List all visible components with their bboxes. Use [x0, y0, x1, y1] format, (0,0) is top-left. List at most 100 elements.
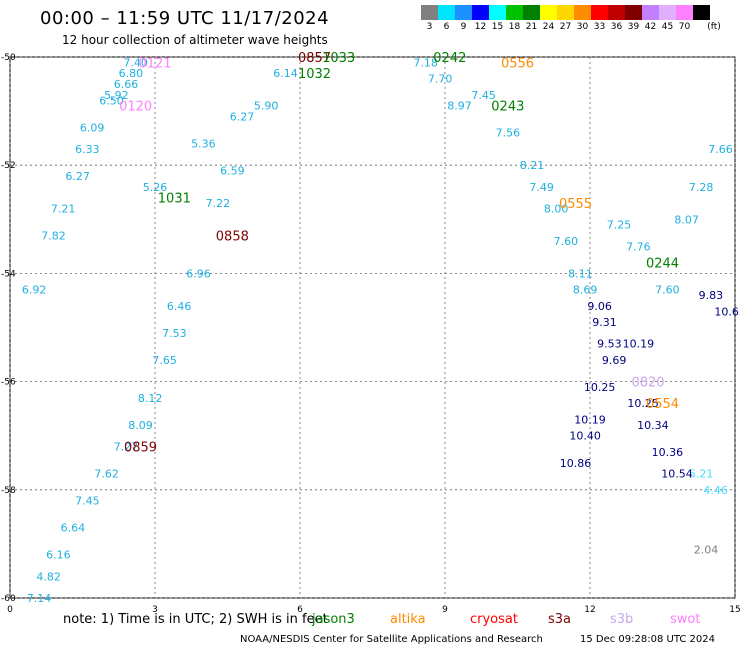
pass-time-label: 0820 [631, 376, 664, 391]
page-title: 00:00 – 11:59 UTC 11/17/2024 [40, 8, 330, 29]
colorbar-unit: (ft) [707, 22, 721, 32]
pass-time-label: 1031 [158, 192, 191, 207]
legend-swot: swot [670, 612, 701, 627]
data-point: 7.45 [75, 495, 100, 508]
colorbar-label: 6 [443, 22, 450, 32]
colorbar-label: 42 [644, 22, 657, 32]
pass-time-label: 0121 [138, 56, 171, 71]
data-point: 9.06 [587, 300, 612, 313]
data-point: 6.16 [46, 549, 71, 562]
data-point: 10.25 [627, 397, 659, 410]
pass-time-label: 0244 [646, 257, 679, 272]
pass-time-label: 1033 [322, 51, 355, 66]
colorbar-swatch [489, 5, 506, 20]
pass-time-label: 0858 [216, 230, 249, 245]
legend-s3b: s3b [610, 612, 634, 627]
colorbar-label: 18 [508, 22, 521, 32]
colorbar-swatch [506, 5, 523, 20]
data-point: 7.40 [123, 56, 148, 69]
data-point: 6.09 [80, 121, 105, 134]
y-tick-label: -50 [1, 53, 16, 63]
colorbar-swatch [659, 5, 676, 20]
data-point: 7.76 [626, 240, 651, 253]
colorbar-swatch [676, 5, 693, 20]
footer-org: NOAA/NESDIS Center for Satellite Applica… [240, 634, 543, 645]
colorbar-swatch [421, 5, 438, 20]
data-point: 6.50 [99, 94, 124, 107]
data-point: 9.69 [602, 354, 627, 367]
colorbar-swatch [574, 5, 591, 20]
data-point: 8.09 [128, 419, 153, 432]
data-point: 10.34 [637, 419, 669, 432]
pass-time-label: 0859 [124, 441, 157, 456]
colorbar-label: 27 [559, 22, 572, 32]
data-point: 6.64 [61, 522, 86, 535]
colorbar-swatch [608, 5, 625, 20]
data-point: 8.12 [138, 392, 163, 405]
colorbar-label: 15 [491, 22, 504, 32]
colorbar-label: 3 [426, 22, 433, 32]
pass-time-label: 0243 [491, 100, 524, 115]
data-point: 5.21 [689, 468, 714, 481]
pass-time-label: 0242 [433, 51, 466, 66]
pass-time-label: 0556 [501, 56, 534, 71]
colorbar-swatch [523, 5, 540, 20]
legend-jason3: jason3 [312, 612, 355, 627]
data-point: 6.96 [186, 267, 211, 280]
data-point: 7.14 [27, 592, 52, 605]
data-point: 10.86 [560, 457, 592, 470]
data-point: 7.28 [689, 181, 714, 194]
data-point: 6.59 [220, 165, 245, 178]
x-tick-label: 9 [442, 605, 448, 615]
data-point: 2.04 [694, 543, 719, 556]
data-point: 10.25 [584, 381, 616, 394]
colorbar-label: 9 [460, 22, 467, 32]
y-tick-label: -52 [1, 161, 16, 171]
colorbar-swatch [540, 5, 557, 20]
colorbar-label: 30 [576, 22, 589, 32]
data-point: 7.25 [607, 219, 632, 232]
data-point: 8.11 [568, 267, 593, 280]
data-point: 10.63 [714, 305, 740, 318]
footer-timestamp: 15 Dec 09:28:08 UTC 2024 [580, 634, 715, 645]
y-tick-label: -58 [1, 486, 16, 496]
colorbar-swatch [472, 5, 489, 20]
colorbar-label: 39 [627, 22, 640, 32]
data-point: 10.40 [569, 430, 601, 443]
data-point: 8.07 [674, 213, 699, 226]
x-tick-label: 3 [152, 605, 158, 615]
x-tick-label: 15 [729, 605, 740, 615]
colorbar-label: 45 [661, 22, 674, 32]
data-point: 7.49 [529, 181, 554, 194]
chart-note: note: 1) Time is in UTC; 2) SWH is in fe… [63, 612, 328, 627]
data-point: 7.60 [655, 284, 680, 297]
colorbar [421, 5, 710, 20]
colorbar-swatch [591, 5, 608, 20]
data-point: 10.36 [652, 446, 684, 459]
pass-time-label: 0555 [559, 197, 592, 212]
data-point: 6.27 [65, 170, 90, 183]
data-point: 7.65 [152, 354, 177, 367]
colorbar-label: 33 [593, 22, 606, 32]
colorbar-label: 21 [525, 22, 538, 32]
data-point: 8.69 [573, 284, 598, 297]
data-point: 6.92 [22, 284, 47, 297]
data-point: 7.60 [554, 235, 579, 248]
pass-time-label: 1032 [298, 67, 331, 82]
legend-altika: altika [390, 612, 426, 627]
data-point: 6.66 [114, 78, 139, 91]
pass-time-label: 0857 [298, 51, 331, 66]
data-point: 5.26 [143, 181, 168, 194]
y-tick-label: -56 [1, 378, 16, 388]
data-point: 10.19 [574, 413, 606, 426]
pass-time-label: 0120 [119, 100, 152, 115]
data-point: 4.82 [36, 570, 61, 583]
colorbar-label: 24 [542, 22, 555, 32]
data-point: 7.21 [51, 202, 76, 215]
x-tick-label: 0 [7, 605, 13, 615]
colorbar-swatch [455, 5, 472, 20]
data-point: 7.66 [708, 143, 733, 156]
data-point: 6.27 [230, 111, 255, 124]
colorbar-label: 12 [474, 22, 487, 32]
